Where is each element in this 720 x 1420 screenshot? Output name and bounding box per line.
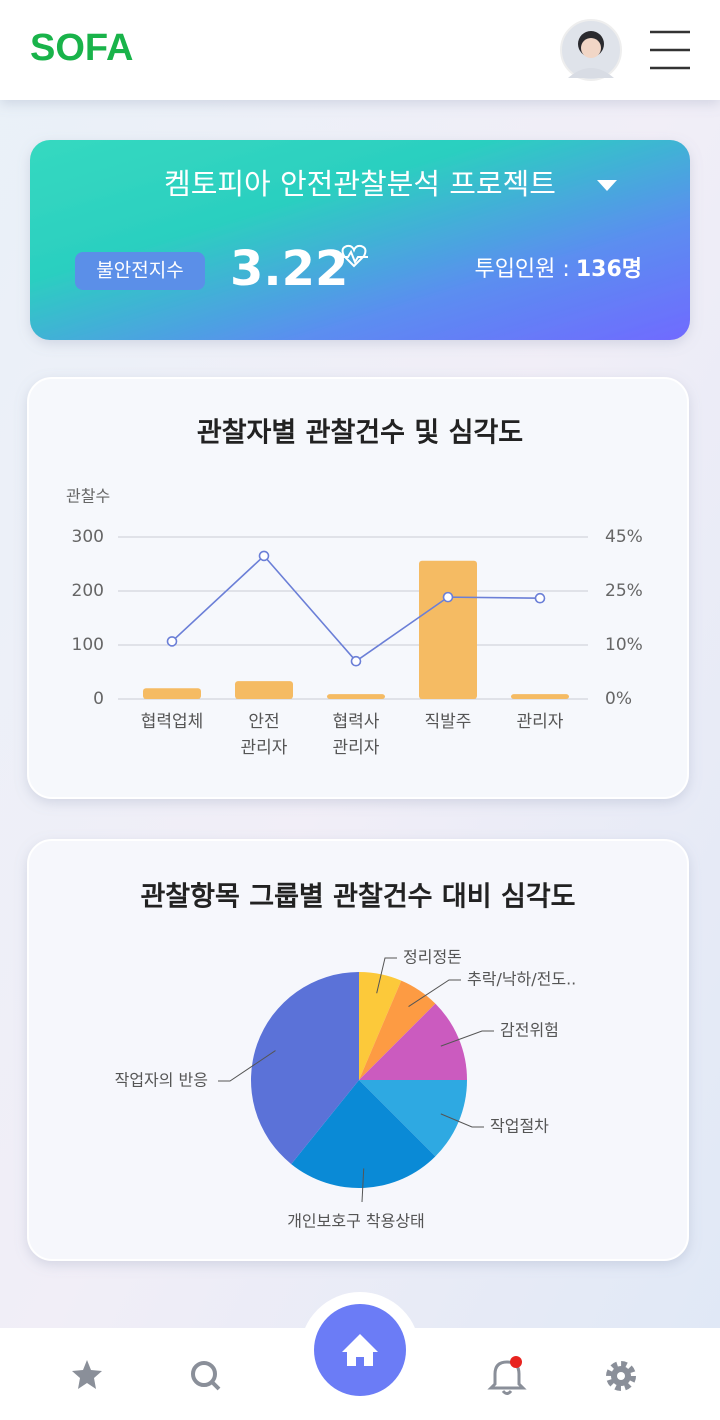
home-icon (342, 1334, 378, 1366)
leader-line (440, 1030, 494, 1047)
bar (511, 694, 569, 699)
pie-slice (359, 1080, 467, 1157)
staff-info: 투입인원 : 136명 (474, 257, 642, 282)
point (442, 591, 454, 603)
point (258, 550, 270, 562)
x-tick-label: 관리자 (517, 712, 564, 732)
y2-tick-label: 0% (605, 689, 632, 709)
dropdown-arrow[interactable] (597, 180, 617, 191)
x-tick-label: 직발주 (425, 712, 472, 732)
notification-button[interactable] (487, 1356, 527, 1395)
leader-line (376, 957, 397, 994)
avatar[interactable] (560, 19, 622, 81)
pie-label: 작업절차 (490, 1117, 549, 1136)
search-button[interactable] (191, 1361, 221, 1391)
pie-label: 작업자의 반응 (115, 1071, 208, 1090)
staff-value: 136명 (576, 257, 642, 282)
y2-tick-label: 25% (605, 581, 643, 601)
project-title[interactable]: 켐토피아 안전관찰분석 프로젝트 (164, 167, 556, 201)
pie-slice (359, 972, 402, 1080)
point (166, 636, 178, 647)
y2-tick-label: 45% (605, 527, 643, 547)
notification-dot (510, 1356, 522, 1368)
leader-line (408, 979, 461, 1008)
x-tick-label: 안전 관리자 (241, 712, 288, 758)
x-tick-label: 협력사 관리자 (333, 712, 380, 758)
pie-slice (359, 1003, 467, 1080)
pie-label: 감전위험 (500, 1021, 559, 1040)
bottom-nav (0, 1292, 720, 1420)
bar (327, 694, 385, 699)
leader-line (440, 1113, 484, 1128)
bar (143, 688, 201, 699)
x-tick-label: 협력업체 (141, 712, 204, 732)
pie-slice (291, 1080, 436, 1188)
index-label: 불안전지수 (96, 260, 183, 282)
heart-icon (340, 244, 368, 268)
y2-tick-label: 10% (605, 635, 643, 655)
bar (235, 681, 293, 699)
staff-label: 투입인원 : (474, 257, 569, 282)
point (534, 592, 546, 604)
y-tick-label: 0 (93, 689, 104, 709)
y-tick-label: 100 (72, 635, 104, 655)
pie-slice (359, 980, 436, 1080)
pie-label: 개인보호구 착용상태 (287, 1212, 425, 1231)
leader-line (218, 1050, 276, 1082)
chart-title: 관찰자별 관찰건수 및 심각도 (197, 418, 523, 449)
y-tick-label: 300 (72, 527, 104, 547)
pie-slice (250, 972, 359, 1165)
bar (419, 560, 477, 699)
leader-line (361, 1168, 365, 1203)
favorites-button[interactable] (72, 1360, 102, 1389)
chart-title: 관찰항목 그룹별 관찰건수 대비 심각도 (140, 882, 575, 913)
index-value: 3.22 (230, 241, 348, 297)
y-tick-label: 200 (72, 581, 104, 601)
index-badge (75, 252, 205, 290)
y-axis-label: 관찰수 (66, 487, 110, 506)
settings-button[interactable] (606, 1361, 636, 1391)
pie-label: 추락/낙하/전도.. (467, 970, 576, 989)
menu-button[interactable] (650, 30, 690, 70)
point (350, 655, 362, 667)
pie-label: 정리정돈 (403, 948, 462, 967)
logo[interactable]: SOFA (30, 27, 133, 69)
